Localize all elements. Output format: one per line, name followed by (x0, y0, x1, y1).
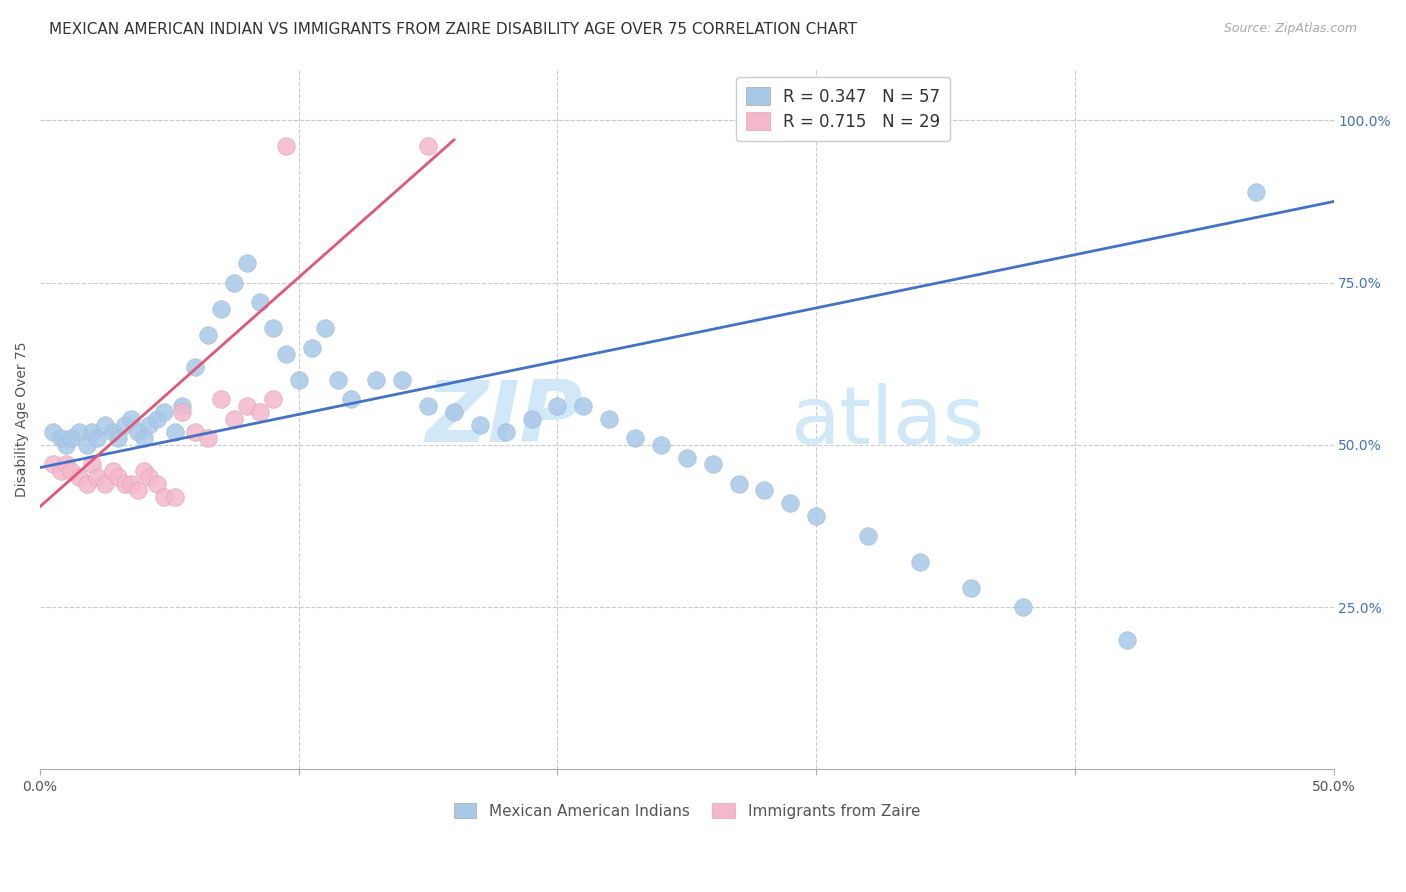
Point (650, 438, 672, 452)
Point (145, 476, 167, 491)
Point (49, 464, 72, 478)
Point (163, 490, 186, 504)
Point (960, 581, 983, 595)
Point (127, 425, 149, 439)
Point (76, 476, 98, 491)
Point (172, 405, 194, 419)
Point (209, 392, 232, 407)
Point (804, 509, 827, 524)
Point (1012, 600, 1035, 615)
Point (224, 412, 246, 426)
Point (138, 470, 160, 484)
Point (236, 256, 259, 270)
Point (624, 431, 647, 445)
Point (80, 425, 103, 439)
Y-axis label: Disability Age Over 75: Disability Age Over 75 (15, 341, 30, 497)
Point (288, 373, 311, 387)
Point (184, 425, 207, 439)
Point (418, 399, 440, 413)
Point (546, 399, 568, 413)
Point (101, 464, 124, 478)
Point (60, 431, 83, 445)
Point (153, 490, 176, 504)
Point (76, 438, 98, 452)
Point (495, 425, 517, 439)
Point (107, 431, 129, 445)
Text: MEXICAN AMERICAN INDIAN VS IMMIGRANTS FROM ZAIRE DISABILITY AGE OVER 75 CORRELAT: MEXICAN AMERICAN INDIAN VS IMMIGRANTS FR… (49, 22, 858, 37)
Point (418, 139, 440, 153)
Point (908, 555, 931, 569)
Point (224, 276, 246, 290)
Point (249, 295, 271, 310)
Point (274, 139, 297, 153)
Text: Source: ZipAtlas.com: Source: ZipAtlas.com (1223, 22, 1357, 36)
Point (114, 418, 136, 433)
Point (101, 425, 124, 439)
Point (520, 412, 543, 426)
Point (468, 418, 491, 433)
Point (754, 483, 776, 498)
Point (391, 373, 413, 387)
Text: ZIP: ZIP (426, 377, 583, 460)
Point (1244, 185, 1267, 199)
Point (132, 431, 155, 445)
Point (274, 347, 297, 361)
Point (42, 425, 65, 439)
Point (366, 373, 388, 387)
Point (1115, 632, 1137, 647)
Point (326, 373, 349, 387)
Point (172, 399, 194, 413)
Point (60, 464, 83, 478)
Point (314, 321, 336, 335)
Text: atlas: atlas (790, 384, 984, 461)
Point (779, 496, 801, 510)
Point (249, 405, 271, 419)
Point (114, 476, 136, 491)
Point (702, 458, 724, 472)
Point (163, 425, 186, 439)
Point (301, 341, 323, 355)
Point (339, 392, 361, 407)
Point (184, 359, 207, 374)
Point (145, 412, 167, 426)
Point (572, 399, 595, 413)
Point (67, 425, 90, 439)
Point (236, 399, 259, 413)
Point (94, 476, 117, 491)
Point (127, 483, 149, 498)
Point (49, 431, 72, 445)
Point (153, 405, 176, 419)
Point (598, 412, 620, 426)
Point (120, 476, 142, 491)
Point (443, 405, 465, 419)
Point (856, 529, 879, 543)
Point (86, 470, 108, 484)
Point (262, 321, 284, 335)
Point (42, 458, 65, 472)
Legend: Mexican American Indians, Immigrants from Zaire: Mexican American Indians, Immigrants fro… (447, 797, 927, 825)
Point (94, 418, 117, 433)
Point (262, 392, 284, 407)
Point (209, 301, 232, 316)
Point (120, 412, 142, 426)
Point (80, 458, 103, 472)
Point (727, 476, 749, 491)
Point (132, 464, 155, 478)
Point (55, 458, 77, 472)
Point (197, 431, 219, 445)
Point (67, 470, 90, 484)
Point (197, 327, 219, 342)
Point (107, 470, 129, 484)
Point (138, 418, 160, 433)
Point (55, 438, 77, 452)
Point (675, 450, 697, 465)
Point (86, 431, 108, 445)
